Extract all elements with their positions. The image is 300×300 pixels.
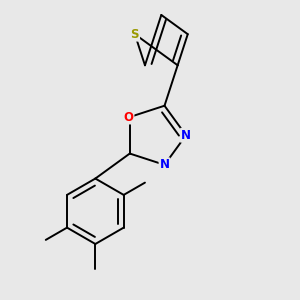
Text: S: S [130, 28, 139, 41]
Text: N: N [160, 158, 170, 171]
Text: N: N [181, 129, 191, 142]
Text: O: O [124, 110, 134, 124]
